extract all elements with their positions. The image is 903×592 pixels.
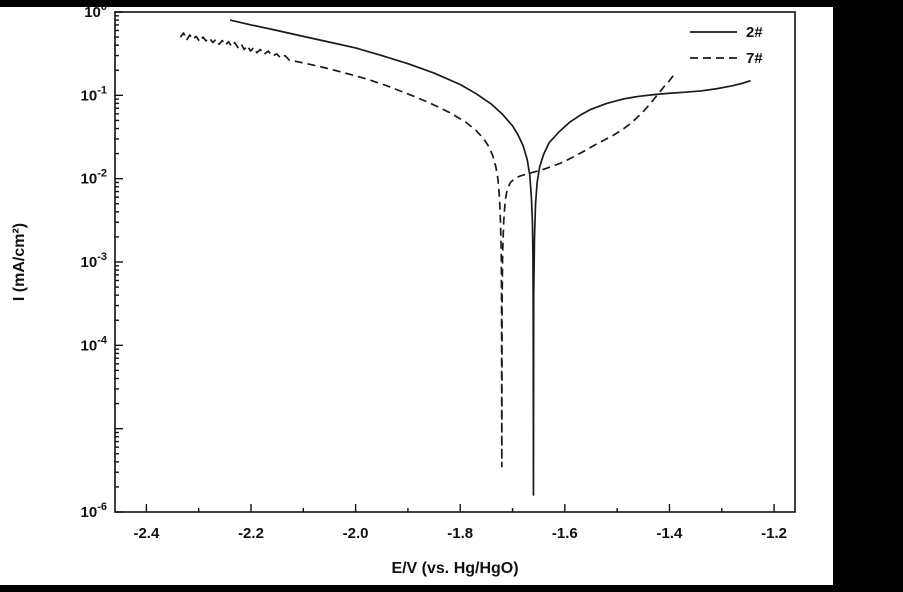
- x-tick-label: -1.8: [447, 525, 473, 542]
- y-axis-title: I (mA/cm²): [11, 223, 28, 301]
- figure-canvas: -2.4 -2.2 -2.0 -1.8 -1.6 -1.4 -1.2 100 10-1 10-2 1…: [0, 7, 833, 585]
- y-tick-label: 100: [84, 7, 107, 21]
- x-tick-label: -2.2: [238, 525, 264, 542]
- series-line-7: [179, 32, 675, 468]
- y-tick-label: 10-3: [81, 251, 107, 271]
- x-tick-label: -2.0: [343, 525, 369, 542]
- y-tick-label: 10-4: [81, 334, 108, 354]
- legend-label-series-7: 7#: [746, 50, 763, 67]
- legend: 2# 7#: [690, 24, 763, 67]
- x-tick-label: -1.6: [552, 525, 578, 542]
- axis-box: [114, 11, 796, 513]
- chart-svg: -2.4 -2.2 -2.0 -1.8 -1.6 -1.4 -1.2 100 10-1 10-2 1…: [11, 7, 796, 577]
- x-axis-title: E/V (vs. Hg/HgO): [391, 560, 518, 577]
- series-line-2: [229, 19, 751, 496]
- x-tick-label: -2.4: [133, 525, 160, 542]
- x-tick-label: -1.2: [761, 525, 787, 542]
- y-tick-label: 10-2: [81, 168, 107, 188]
- y-tick-label: 10-6: [81, 501, 107, 521]
- y-tick-label: 10-1: [81, 84, 107, 104]
- plot: -2.4 -2.2 -2.0 -1.8 -1.6 -1.4 -1.2 100 10-1 10-2 1…: [81, 7, 796, 542]
- x-tick-label: -1.4: [657, 525, 684, 542]
- legend-label-series-2: 2#: [746, 24, 763, 41]
